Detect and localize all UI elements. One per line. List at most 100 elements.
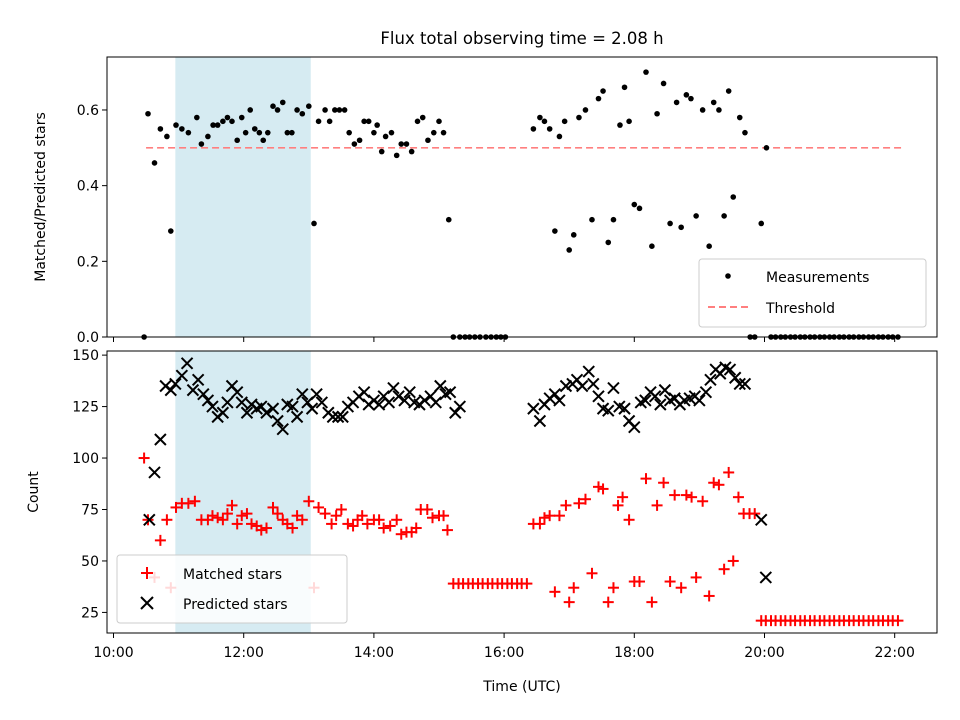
- measurement-point: [220, 118, 226, 125]
- matched-star-point: [441, 524, 453, 536]
- measurement-point: [260, 137, 267, 144]
- predicted-star-marker-b: [206, 400, 219, 413]
- predicted-stars-points: [143, 357, 772, 584]
- measurement-point: [610, 216, 617, 223]
- predicted-star-point: [607, 381, 620, 395]
- predicted-star-marker-b: [221, 396, 234, 409]
- legend-matched-marker: [141, 567, 153, 579]
- predicted-star-point: [336, 410, 349, 424]
- predicted-star-point: [266, 402, 280, 415]
- measurement-point: [145, 110, 151, 117]
- measurement-point: [537, 114, 543, 121]
- matched-star-point: [892, 615, 904, 627]
- predicted-star-marker-b: [429, 396, 442, 409]
- matched-star-point: [272, 508, 284, 520]
- measurement-point: [173, 122, 179, 128]
- measurement-point: [270, 103, 276, 109]
- measurement-point: [631, 201, 638, 208]
- measurement-point: [388, 129, 395, 136]
- measurement-point: [425, 137, 431, 144]
- measurement-point: [419, 114, 426, 121]
- bottom-x-axis: 10:00 12:00 14:00 16:00 18:00 20:00 22:00: [93, 633, 915, 661]
- predicted-star-marker-b: [693, 394, 706, 407]
- matched-star-point: [395, 528, 407, 540]
- matched-star-point: [255, 524, 267, 536]
- matched-star-point: [623, 514, 635, 526]
- predicted-star-point: [260, 406, 273, 419]
- predicted-star-marker-b: [434, 379, 447, 393]
- predicted-star-marker-b: [738, 377, 752, 391]
- legend-matched-label: Matched stars: [183, 567, 282, 583]
- measurement-point: [688, 95, 694, 102]
- predicted-star-marker-b: [728, 371, 742, 384]
- measurement-point: [234, 137, 240, 144]
- bottom-y-tick-label: 25: [81, 605, 99, 621]
- predicted-star-point: [164, 383, 178, 397]
- measurement-point: [164, 133, 170, 140]
- predicted-star-marker-b: [286, 400, 299, 413]
- measurement-point: [758, 220, 765, 227]
- predicted-star-marker-b: [596, 402, 610, 415]
- measurement-point: [430, 129, 437, 136]
- matched-star-point: [161, 514, 173, 526]
- predicted-star-marker-b: [587, 377, 600, 391]
- measurement-point: [667, 220, 673, 227]
- measurement-point: [654, 110, 660, 117]
- measurement-point: [299, 110, 306, 117]
- bottom-y-tick-label: 50: [81, 554, 99, 570]
- predicted-star-marker-b: [613, 400, 626, 413]
- measurement-point: [326, 118, 333, 125]
- predicted-star-point: [326, 410, 340, 424]
- predicted-star-point: [201, 394, 215, 407]
- measurement-point: [361, 118, 367, 125]
- matched-star-point: [597, 483, 609, 495]
- matched-star-point: [607, 582, 619, 594]
- matched-star-point: [568, 582, 580, 594]
- matched-star-point: [303, 495, 315, 507]
- predicted-star-marker-b: [755, 513, 768, 526]
- matched-star-point: [330, 510, 342, 522]
- predicted-star-point: [582, 365, 595, 378]
- measurement-point: [279, 99, 286, 106]
- predicted-star-point: [216, 406, 230, 419]
- predicted-star-marker-b: [654, 398, 667, 411]
- predicted-star-point: [704, 373, 717, 387]
- predicted-star-marker-b: [266, 402, 280, 415]
- predicted-star-point: [387, 381, 400, 395]
- matched-star-point: [634, 576, 646, 588]
- measurement-point: [398, 141, 405, 147]
- predicted-star-point: [429, 396, 442, 409]
- matched-star-point: [708, 477, 720, 489]
- predicted-star-point: [723, 363, 737, 376]
- matched-star-point: [560, 499, 572, 511]
- predicted-star-point: [654, 398, 667, 411]
- predicted-star-point: [728, 371, 742, 384]
- measurement-point: [683, 92, 690, 98]
- predicted-star-marker-b: [357, 385, 371, 399]
- predicted-star-point: [148, 466, 161, 479]
- predicted-star-marker-b: [201, 394, 215, 407]
- matched-star-point: [267, 501, 279, 513]
- measurement-point: [403, 141, 410, 147]
- predicted-star-point: [186, 383, 200, 397]
- predicted-star-marker-b: [392, 390, 405, 403]
- matched-star-point: [361, 518, 373, 530]
- matched-star-point: [544, 510, 556, 522]
- predicted-star-point: [398, 394, 411, 407]
- predicted-star-point: [290, 410, 304, 424]
- predicted-star-point: [276, 423, 289, 436]
- matched-star-point: [727, 555, 739, 567]
- measurement-point: [157, 126, 164, 132]
- predicted-star-marker-b: [443, 385, 457, 399]
- measurement-point: [151, 160, 158, 166]
- matched-star-point: [646, 596, 658, 608]
- matched-star-point: [573, 497, 585, 509]
- x-tick-label: 22:00: [875, 645, 915, 661]
- top-plot-frame: [106, 56, 938, 338]
- matched-star-point: [723, 466, 735, 478]
- measurement-point: [552, 228, 558, 234]
- predicted-star-marker-b: [336, 410, 349, 424]
- matched-star-point: [697, 495, 709, 507]
- matched-star-point: [563, 596, 575, 608]
- predicted-star-marker-b: [271, 414, 284, 428]
